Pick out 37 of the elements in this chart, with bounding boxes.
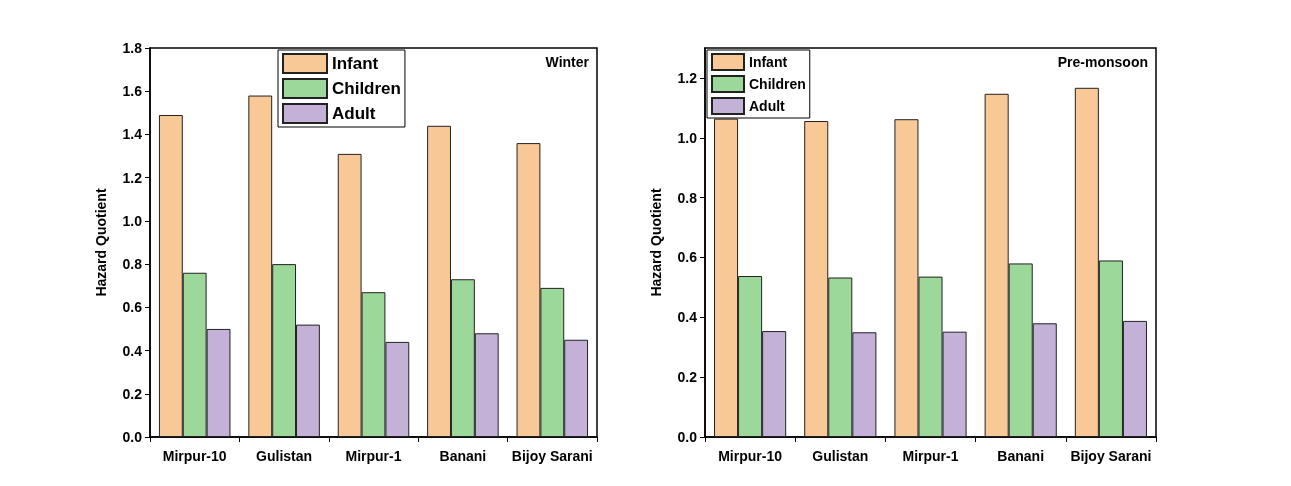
y-tick-label: 1.2	[677, 69, 698, 86]
y-tick-label: 1.0	[122, 212, 143, 229]
x-tick-label: Mirpur-1	[345, 448, 402, 464]
chart-title: Winter	[545, 54, 590, 70]
legend-label: Children	[749, 76, 806, 92]
legend-label: Infant	[749, 54, 788, 70]
y-tick-label: 1.8	[122, 40, 143, 56]
y-tick-label: 0.2	[122, 385, 143, 402]
x-tick-label: Gulistan	[812, 448, 869, 464]
y-tick-label: 0.6	[122, 299, 143, 316]
legend-label: Adult	[749, 98, 786, 114]
y-tick-label: 1.0	[677, 129, 698, 146]
y-axis-title: Hazard Quotient	[93, 188, 109, 297]
legend-label: Adult	[332, 104, 376, 123]
y-tick-label: 1.4	[122, 126, 143, 143]
y-tick-label: 0.6	[677, 249, 698, 266]
legend-label: Infant	[332, 54, 379, 73]
x-tick-label: Mirpur-10	[162, 448, 227, 464]
y-tick-label: 0.0	[122, 429, 143, 445]
y-tick-label: 0.0	[677, 429, 698, 445]
x-tick-label: Mirpur-10	[718, 448, 783, 464]
y-tick-label: 1.2	[122, 169, 143, 186]
y-tick-label: 1.6	[122, 83, 143, 100]
chart-title: Pre-monsoon	[1057, 54, 1149, 70]
x-tick-label: Bijoy Sarani	[1070, 448, 1152, 464]
y-tick-label: 0.4	[122, 342, 143, 359]
legend-label: Children	[332, 79, 401, 98]
y-axis-title: Hazard Quotient	[648, 188, 664, 297]
x-tick-label: Mirpur-1	[902, 448, 959, 464]
y-tick-label: 0.2	[677, 369, 698, 386]
x-tick-label: Banani	[439, 448, 487, 464]
x-tick-label: Bijoy Sarani	[511, 448, 593, 464]
x-tick-label: Gulistan	[256, 448, 313, 464]
y-tick-label: 0.4	[677, 309, 698, 326]
x-tick-label: Banani	[997, 448, 1045, 464]
y-tick-label: 0.8	[122, 256, 143, 273]
y-tick-label: 0.8	[677, 189, 698, 206]
